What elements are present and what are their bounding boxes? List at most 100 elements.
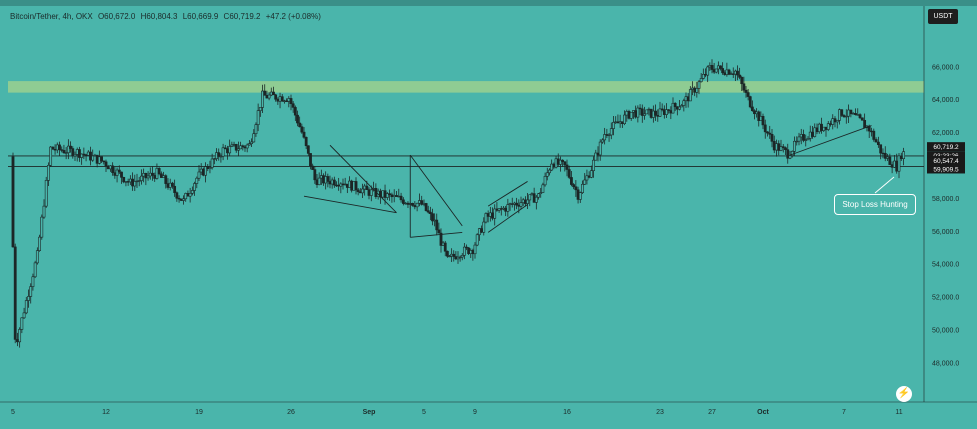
symbol-label[interactable]: Bitcoin/Tether, 4h, OKX [10, 12, 93, 21]
candle-body [563, 161, 567, 166]
candle-body [261, 90, 264, 108]
candle-body [144, 173, 148, 179]
candle-body [258, 107, 262, 111]
candle-body [497, 208, 501, 211]
candle-body [603, 134, 607, 141]
candle-body [844, 115, 848, 118]
candle-body [627, 111, 631, 119]
candle-body [784, 147, 787, 150]
candle-body [559, 159, 562, 165]
candle-body [534, 196, 538, 203]
candle-body [53, 149, 57, 151]
candle-body [589, 170, 593, 178]
change-value: +47.2 (+0.08%) [265, 12, 321, 21]
candle-body [204, 166, 207, 176]
candle-body [137, 180, 141, 182]
candle-body [502, 207, 505, 210]
candle-body [574, 186, 578, 191]
candle-body [250, 141, 253, 144]
candle-body [539, 192, 543, 195]
candle-body [768, 132, 772, 135]
candle-body [197, 171, 201, 179]
x-tick-label: 11 [895, 409, 902, 416]
x-tick-label: 5 [11, 409, 15, 416]
candle-body [831, 118, 835, 125]
candle-body [899, 155, 903, 160]
candle-body [97, 156, 101, 164]
candle-body [326, 176, 330, 182]
candle-body [151, 172, 154, 176]
candle-body [40, 216, 44, 238]
candle-body [543, 176, 547, 186]
candle-body [426, 210, 430, 213]
candle-body [383, 190, 387, 198]
candle-body [508, 203, 512, 205]
candle-body [164, 175, 168, 184]
candle-body [513, 202, 516, 205]
candle-body [424, 203, 428, 211]
currency-button[interactable]: USDT [928, 9, 958, 24]
candle-body [680, 105, 684, 108]
tradingview-lightning-icon[interactable]: ⚡ [896, 386, 912, 402]
candle-body [658, 108, 662, 117]
candle-body [849, 109, 853, 115]
candle-body [13, 246, 17, 340]
y-tick-label: 62,000.0 [932, 130, 959, 137]
candle-body [874, 139, 878, 143]
candle-body [654, 110, 657, 116]
candle-body [548, 169, 551, 174]
candle-body [219, 155, 223, 158]
x-tick-label: Oct [757, 409, 769, 416]
candle-body [117, 169, 121, 173]
candle-body [883, 152, 887, 159]
candle-body [395, 195, 398, 197]
candle-body [640, 108, 644, 116]
candle-body [100, 156, 103, 162]
candle-body [797, 136, 801, 142]
candle-body [82, 153, 86, 156]
candle-body [71, 148, 75, 157]
candle-body [499, 208, 503, 210]
candle-body [278, 96, 282, 102]
candle-body [625, 111, 629, 116]
candle-body [799, 134, 803, 138]
candle-body [120, 171, 123, 178]
candle-body [274, 94, 278, 100]
candle-body [448, 255, 451, 258]
candle-body [153, 175, 157, 179]
candle-body [47, 165, 50, 181]
candle-body [272, 91, 275, 96]
candle-body [75, 149, 79, 155]
candle-body [519, 202, 523, 207]
candle-body [902, 151, 905, 160]
candle-body [452, 253, 456, 257]
candle-body [860, 117, 864, 121]
candle-body [179, 198, 183, 201]
candle-body [495, 208, 499, 211]
candle-body [22, 312, 26, 319]
candle-body [528, 194, 532, 201]
candle-body [802, 134, 805, 141]
candle-body [302, 131, 306, 138]
candle-body [815, 127, 819, 133]
y-tick-label: 64,000.0 [932, 97, 959, 104]
candle-body [51, 146, 55, 150]
candle-body [473, 244, 477, 255]
candle-body [420, 200, 424, 205]
candle-body [385, 193, 389, 198]
candle-body [256, 110, 260, 125]
candle-body [523, 199, 527, 204]
candle-body [313, 169, 317, 181]
candle-body [431, 213, 434, 222]
candle-body [576, 189, 580, 200]
candle-body [750, 106, 754, 112]
candle-body [632, 110, 635, 113]
candle-body [585, 175, 589, 181]
candle-body [263, 90, 267, 96]
x-tick-label: Sep [363, 409, 376, 416]
candle-body [793, 140, 796, 152]
candle-body [614, 121, 618, 123]
candle-body [126, 181, 130, 183]
